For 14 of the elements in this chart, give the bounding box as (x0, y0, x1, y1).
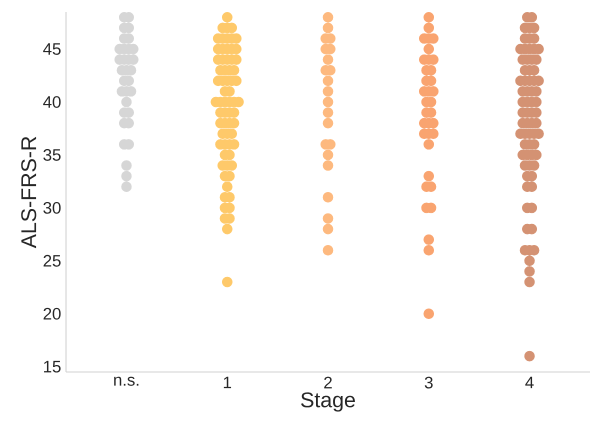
y-axis-title: ALS-FRS-R (21, 136, 36, 248)
x-tick-label: n.s. (114, 376, 138, 386)
y-tick-label: 15 (44, 360, 61, 373)
y-tick-label: 25 (44, 254, 61, 267)
y-tick-label: 40 (43, 96, 61, 108)
x-tick-label: 3 (424, 376, 433, 388)
y-tick-label: 20 (44, 308, 61, 320)
y-tick-label: 30 (43, 202, 61, 214)
y-tick-label: 35 (43, 149, 61, 161)
x-axis-title: Stage (301, 392, 355, 412)
x-tick-label: 4 (525, 376, 534, 388)
y-tick-label: 45 (43, 43, 61, 55)
x-tick-label: 1 (224, 376, 232, 388)
x-tick-label: 2 (324, 376, 332, 388)
